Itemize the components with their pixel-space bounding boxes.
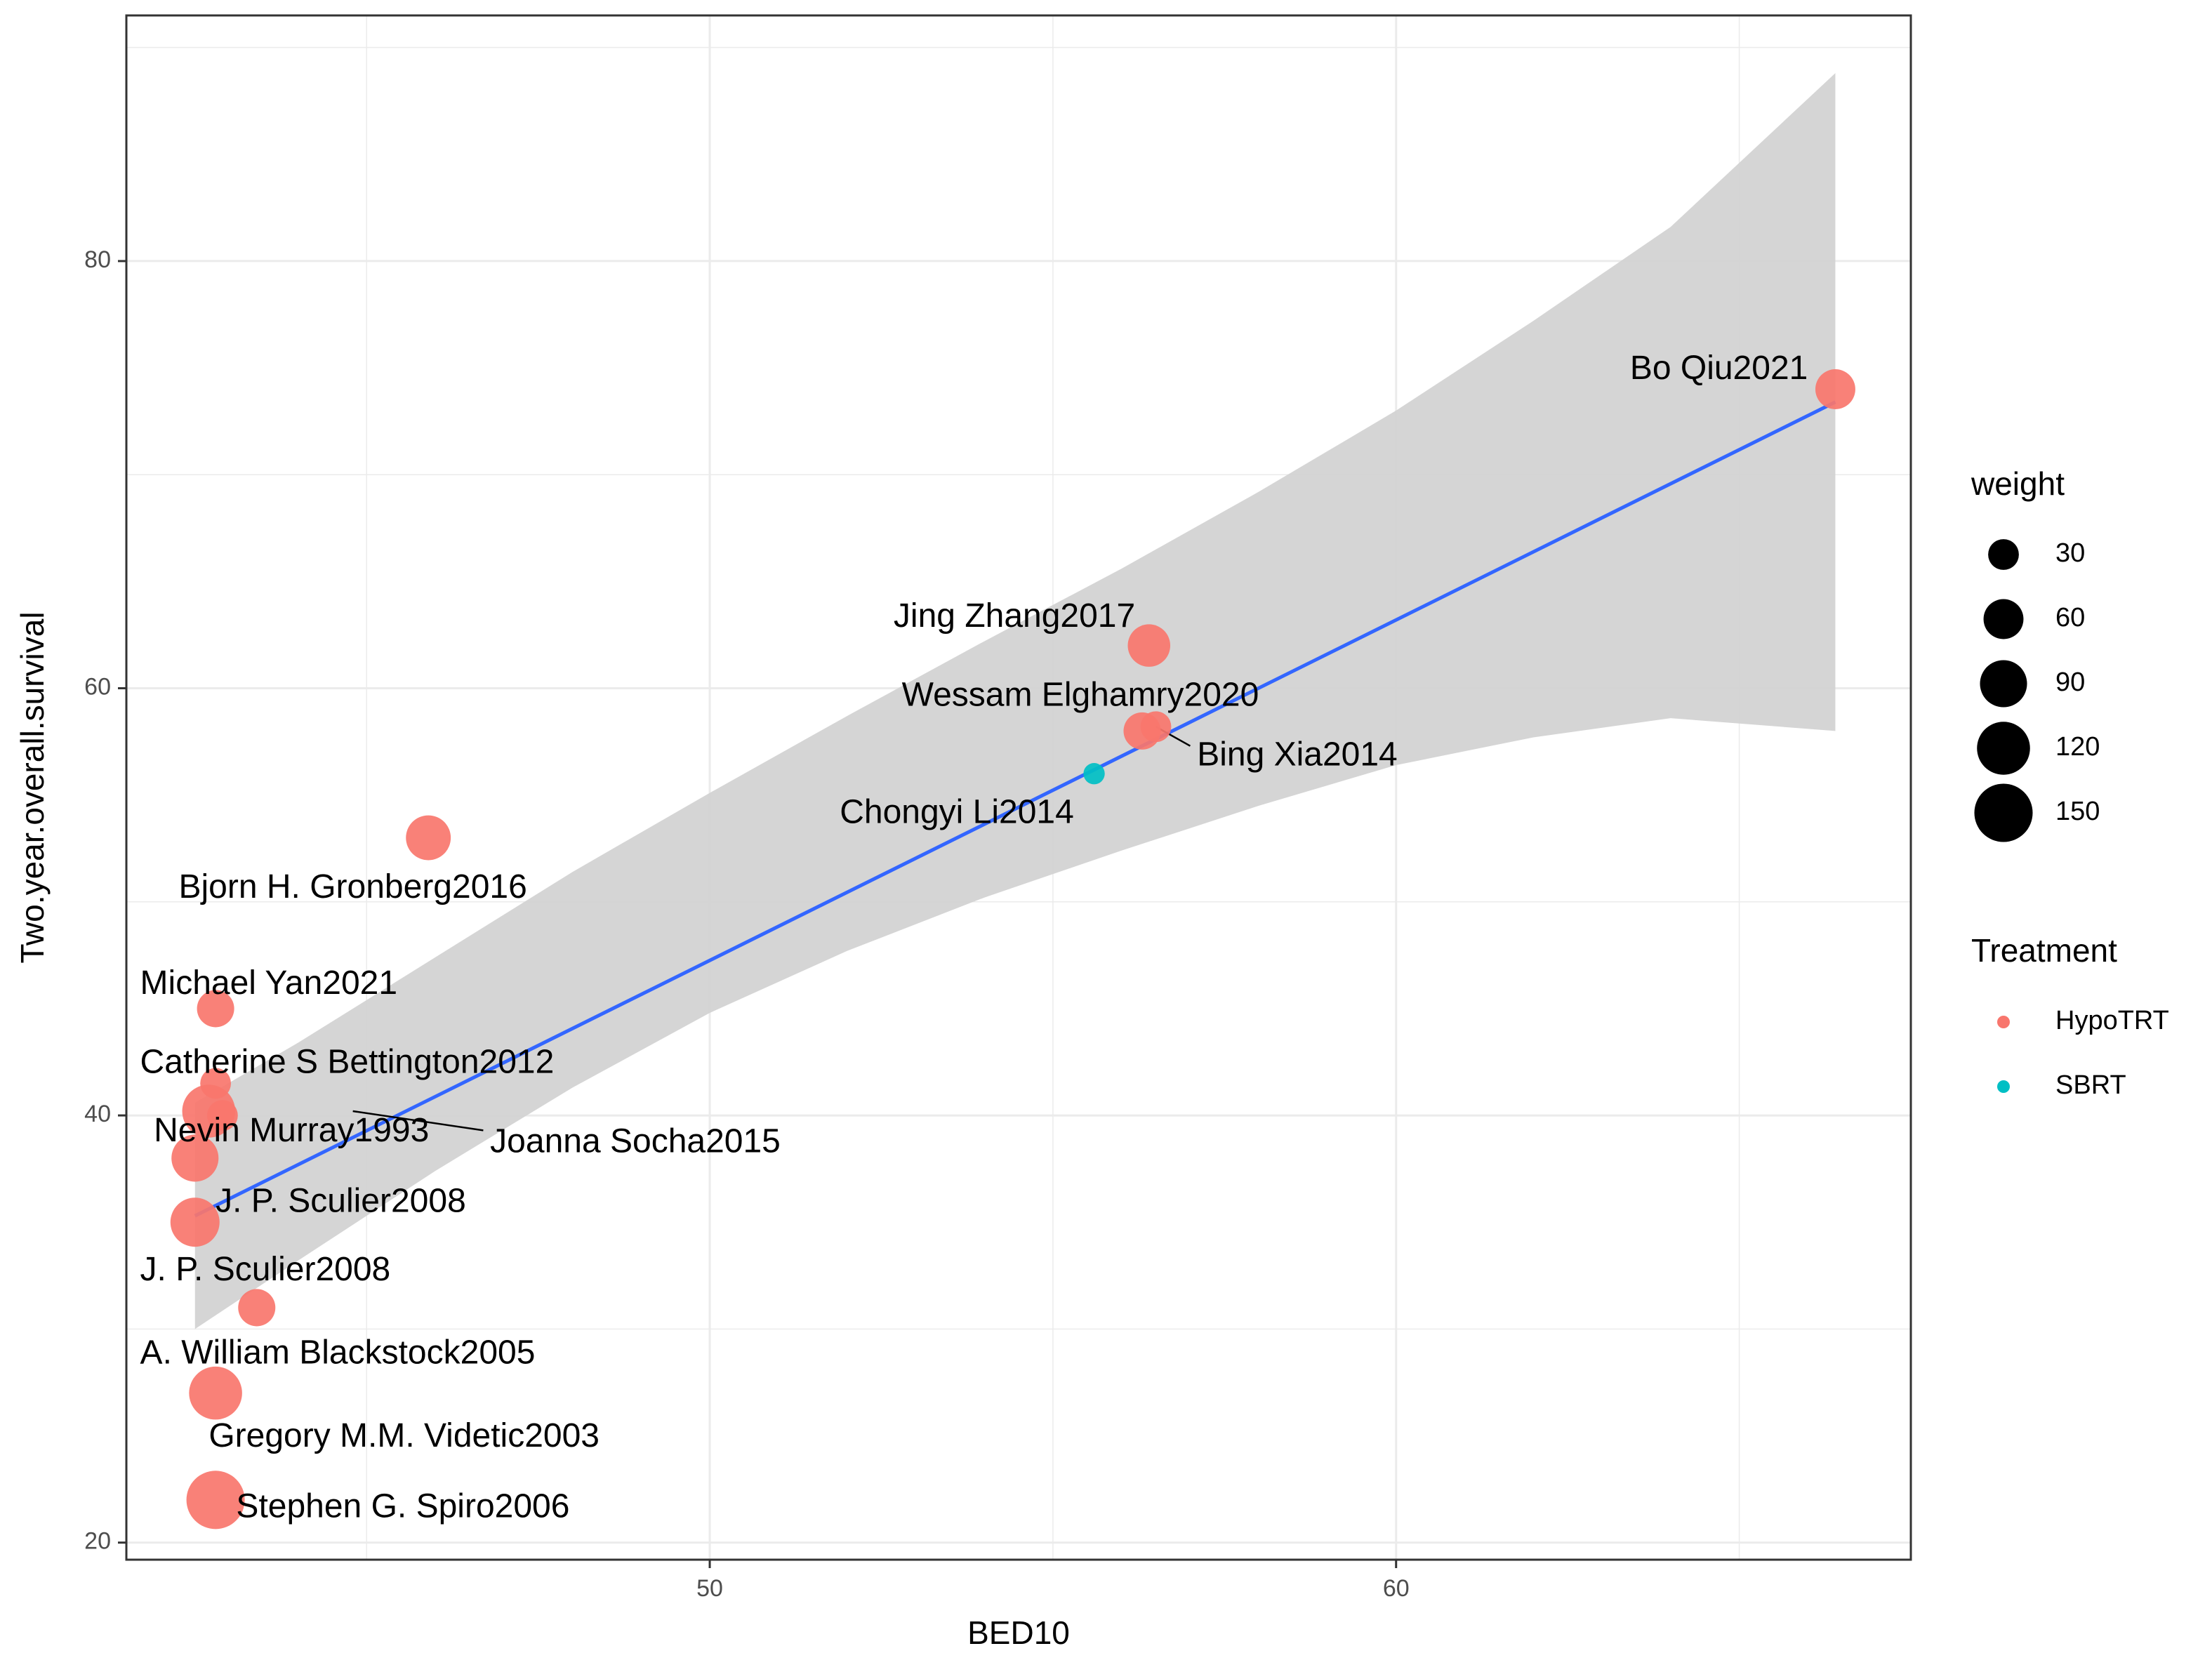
legend-treatment-symbol <box>1997 1080 2010 1093</box>
legend-weight-title: weight <box>1971 465 2065 502</box>
point-label: J. P. Sculier2008 <box>216 1183 466 1220</box>
legend-weight-symbol <box>1988 539 2019 570</box>
data-point <box>189 1366 242 1420</box>
point-labels: Bo Qiu2021 Jing Zhang2017 Wessam Elghamry2… <box>140 350 1808 1525</box>
point-label: Chongyi Li2014 <box>840 794 1074 831</box>
data-point <box>171 1134 219 1182</box>
legend-weight-label: 150 <box>2055 797 2100 826</box>
data-point <box>197 990 234 1028</box>
point-label: J. P. Sculier2008 <box>140 1251 391 1288</box>
y-tick-label: 40 <box>84 1101 111 1127</box>
point-label: Bjorn H. Gronberg2016 <box>178 868 526 905</box>
data-points <box>170 369 1855 1530</box>
point-label: Bo Qiu2021 <box>1630 350 1808 387</box>
point-label: Stephen G. Spiro2006 <box>236 1488 569 1525</box>
point-label: Nevin Murray1993 <box>154 1112 429 1149</box>
data-point <box>406 815 451 861</box>
y-tick-label: 60 <box>84 673 111 700</box>
data-point <box>1140 711 1172 743</box>
y-tick-label: 20 <box>84 1528 111 1555</box>
legend-treatment-label: HypoTRT <box>2055 1006 2169 1035</box>
legend-treatment-label: SBRT <box>2055 1070 2126 1100</box>
data-point <box>238 1289 276 1327</box>
point-label: Jing Zhang2017 <box>894 597 1135 635</box>
legend-weight-symbol <box>1983 599 2024 639</box>
legend-weight-symbol <box>1980 660 2027 708</box>
legend-treatment-symbol <box>1997 1016 2010 1028</box>
data-point <box>206 1100 238 1131</box>
legend-weight-symbol <box>1974 783 2033 842</box>
panel-border <box>125 14 1912 1561</box>
x-tick-label: 60 <box>1383 1575 1410 1602</box>
legend-weight-label: 90 <box>2055 668 2085 697</box>
legend-treatment-items: HypoTRT SBRT <box>1997 1006 2169 1100</box>
point-label: Joanna Socha2015 <box>490 1122 781 1160</box>
confidence-band <box>194 73 1836 1329</box>
data-point <box>186 1471 245 1530</box>
legend-weight-label: 120 <box>2055 732 2100 762</box>
x-axis-title: BED10 <box>967 1614 1070 1651</box>
y-tick-label: 80 <box>84 246 111 273</box>
point-label: Catherine S Bettington2012 <box>140 1044 555 1081</box>
legend: weight 30 60 90 120 150 Treatment HypoTRT SBR… <box>1971 465 2169 1100</box>
legend-weight-label: 60 <box>2055 603 2085 632</box>
legend-weight-symbol <box>1977 722 2030 775</box>
regression-line <box>194 400 1836 1218</box>
data-point <box>1127 624 1171 667</box>
point-label: Gregory M.M. Videtic2003 <box>208 1417 600 1454</box>
data-point <box>170 1197 220 1247</box>
point-label: Wessam Elghamry2020 <box>902 676 1259 713</box>
data-point <box>200 1068 231 1099</box>
x-tick-label: 50 <box>696 1575 723 1602</box>
label-leader-line <box>352 1110 484 1132</box>
data-point <box>1083 763 1105 785</box>
legend-weight-items: 30 60 90 120 150 <box>1974 538 2100 842</box>
confidence-band-layer <box>194 73 1836 1329</box>
legend-treatment-title: Treatment <box>1971 932 2117 969</box>
legend-weight-label: 30 <box>2055 538 2085 568</box>
axes: 50 60 20 40 60 80 <box>84 246 1409 1602</box>
point-label: Michael Yan2021 <box>140 964 398 1002</box>
point-label: A. William Blackstock2005 <box>140 1334 536 1372</box>
regression-line-layer <box>194 400 1836 1218</box>
y-axis-title: Two.year.overall.survival <box>14 611 51 963</box>
data-point <box>1815 369 1855 409</box>
point-label: Bing Xia2014 <box>1197 736 1398 774</box>
